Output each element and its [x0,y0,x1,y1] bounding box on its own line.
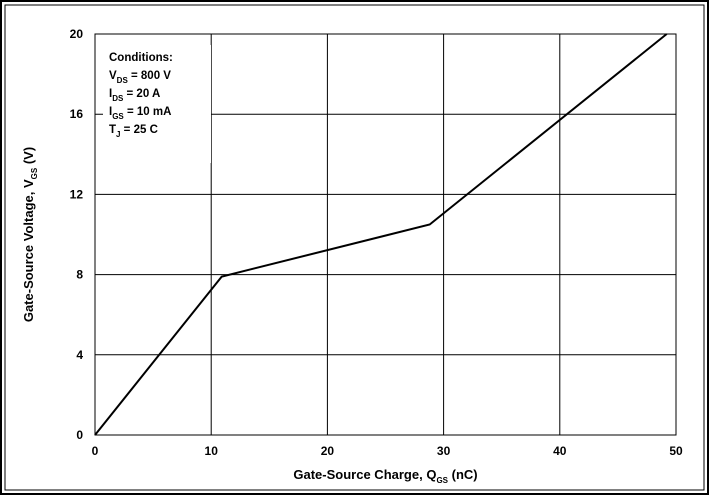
x-axis-title-tail: (nC) [448,467,478,482]
x-tick-label: 0 [92,444,99,458]
condition-line: TJ = 25 C [109,124,158,139]
condition-value: = 25 C [120,124,157,136]
y-tick-label: 0 [76,428,83,442]
y-axis-title-main: Gate-Source Voltage, V [21,179,36,322]
y-tick-label: 4 [76,348,83,362]
conditions-box [103,45,211,163]
x-tick-label: 50 [669,444,683,458]
condition-line: VDS = 800 V [109,70,171,85]
y-tick-label: 8 [76,268,83,282]
conditions-title: Conditions: [109,52,173,64]
condition-symbol: T [109,124,116,136]
tick-labels: 0 10 20 30 40 50 0 4 8 12 16 20 [70,27,683,458]
x-axis-title: Gate-Source Charge, QGS (nC) [293,467,477,485]
y-tick-label: 20 [70,27,84,41]
condition-line: IGS = 10 mA [109,106,171,121]
series-line [94,33,668,436]
y-axis-title-tail: (V) [21,147,36,168]
x-axis-title-sub: GS [436,476,448,485]
condition-subscript: GS [112,112,124,121]
condition-value: = 10 mA [124,106,172,118]
y-tick-label: 12 [70,187,84,201]
condition-subscript: J [116,130,120,139]
inner-frame [4,4,705,491]
y-axis-title-sub: GS [30,167,39,179]
plot-area-border [94,33,677,436]
condition-symbol: I [109,88,112,100]
series-layer [94,33,668,436]
y-axis-title: Gate-Source Voltage, VGS (V) [21,147,39,322]
condition-symbol: I [109,106,112,118]
x-tick-label: 20 [321,444,335,458]
x-tick-label: 40 [553,444,567,458]
condition-subscript: DS [117,76,129,85]
y-tick-label: 16 [70,107,84,121]
condition-value: = 20 A [123,88,160,100]
condition-subscript: DS [112,94,124,103]
x-axis-title-main: Gate-Source Charge, Q [293,467,436,482]
condition-value: = 800 V [128,70,171,82]
condition-line: IDS = 20 A [109,88,160,103]
x-tick-label: 10 [205,444,219,458]
x-tick-label: 30 [437,444,451,458]
condition-symbol: V [109,70,117,82]
